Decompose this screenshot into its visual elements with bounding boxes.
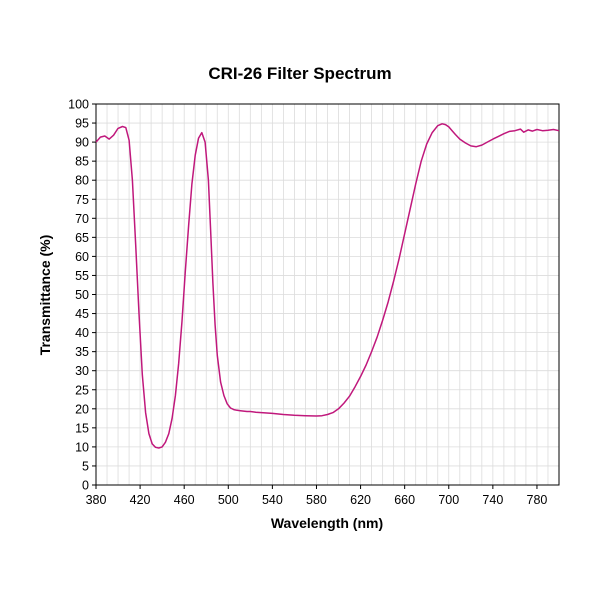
y-tick-label: 45 xyxy=(75,307,89,321)
y-tick-label: 30 xyxy=(75,364,89,378)
x-axis-ticks: 380 420 460 500 540 580 620 660 700 740 780 xyxy=(86,485,548,507)
transmittance-line xyxy=(95,123,560,449)
y-tick-label: 55 xyxy=(75,269,89,283)
chart-title: CRI-26 Filter Spectrum xyxy=(208,64,392,83)
x-tick-label: 740 xyxy=(482,493,503,507)
y-tick-label: 90 xyxy=(75,136,89,150)
y-tick-label: 20 xyxy=(75,402,89,416)
y-tick-label: 80 xyxy=(75,174,89,188)
y-tick-label: 95 xyxy=(75,117,89,131)
x-tick-label: 580 xyxy=(306,493,327,507)
y-tick-label: 35 xyxy=(75,345,89,359)
x-axis-label: Wavelength (nm) xyxy=(271,515,383,531)
x-tick-label: 700 xyxy=(438,493,459,507)
y-tick-label: 10 xyxy=(75,440,89,454)
y-tick-label: 75 xyxy=(75,193,89,207)
y-tick-label: 25 xyxy=(75,383,89,397)
y-tick-label: 100 xyxy=(68,98,89,112)
y-axis-label: Transmittance (%) xyxy=(37,235,53,356)
x-tick-label: 780 xyxy=(527,493,548,507)
y-tick-label: 85 xyxy=(75,155,89,169)
y-tick-label: 15 xyxy=(75,421,89,435)
y-tick-label: 40 xyxy=(75,326,89,340)
x-tick-label: 540 xyxy=(262,493,283,507)
y-tick-label: 65 xyxy=(75,231,89,245)
x-tick-label: 660 xyxy=(394,493,415,507)
x-tick-label: 420 xyxy=(130,493,151,507)
y-tick-label: 5 xyxy=(82,459,89,473)
x-tick-label: 460 xyxy=(174,493,195,507)
grid-lines xyxy=(96,104,559,485)
y-tick-label: 60 xyxy=(75,250,89,264)
y-axis-ticks: 0 5 10 15 20 25 30 35 40 45 50 55 60 65 70 75 80 85 90 95 10… xyxy=(68,98,96,493)
x-tick-label: 380 xyxy=(86,493,107,507)
y-tick-label: 0 xyxy=(82,479,89,493)
x-tick-label: 500 xyxy=(218,493,239,507)
y-tick-label: 50 xyxy=(75,288,89,302)
x-tick-label: 620 xyxy=(350,493,371,507)
y-tick-label: 70 xyxy=(75,212,89,226)
